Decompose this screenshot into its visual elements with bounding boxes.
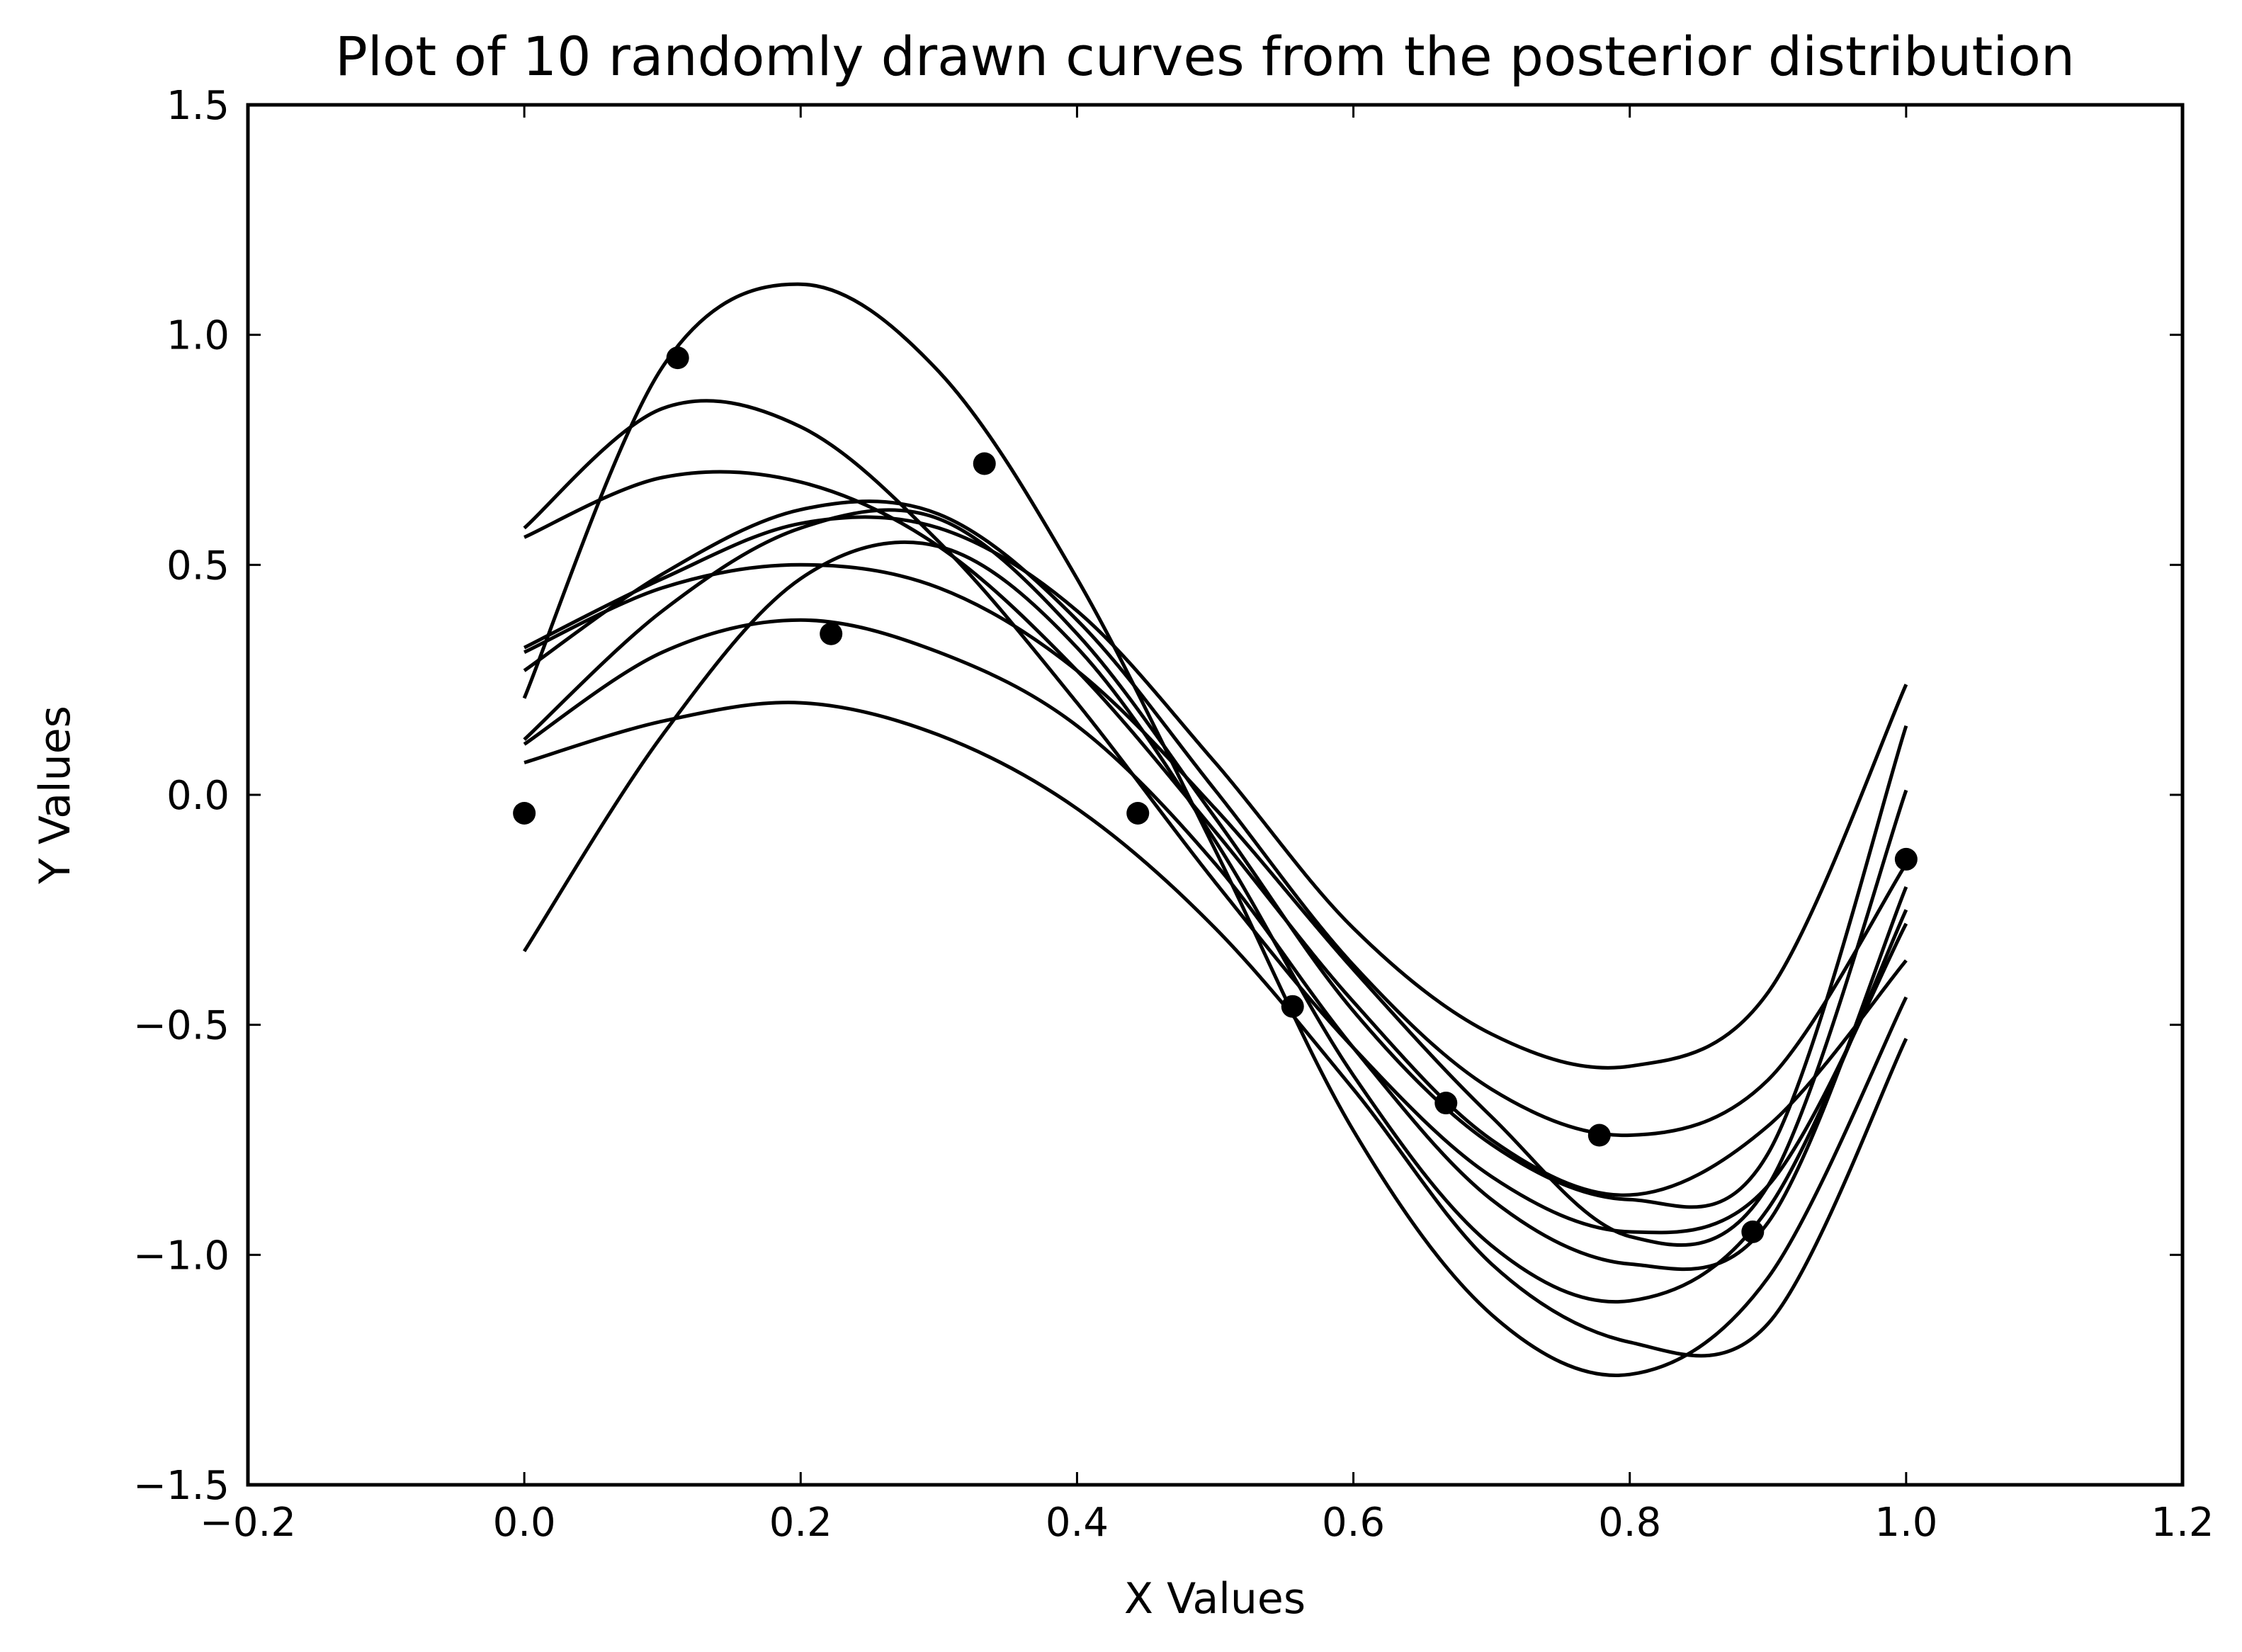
y-axis: −1.5 −1.0 −0.5 0.0 0.5 1.0 1.5 bbox=[133, 83, 2182, 1509]
x-tick-label: 0.6 bbox=[1322, 1500, 1385, 1546]
y-axis-label: Y Values bbox=[30, 706, 80, 885]
y-tick-label: 1.0 bbox=[166, 313, 230, 359]
posterior-curve-2 bbox=[523, 399, 1908, 1235]
posterior-curve-4 bbox=[523, 515, 1908, 1070]
posterior-curve-9 bbox=[522, 540, 1908, 1304]
posterior-curve-1 bbox=[522, 282, 1908, 1377]
data-point bbox=[1741, 1220, 1765, 1243]
data-point bbox=[1434, 1092, 1458, 1115]
posterior-curve-10 bbox=[523, 701, 1908, 1358]
plot-area bbox=[513, 282, 1918, 1377]
data-point bbox=[666, 346, 689, 370]
y-tick-label: −1.0 bbox=[133, 1233, 230, 1279]
posterior-curve-7 bbox=[523, 562, 1908, 1248]
chart-title: Plot of 10 randomly drawn curves from th… bbox=[335, 25, 2075, 88]
y-tick-label: 1.5 bbox=[166, 83, 230, 129]
x-axis: −0.2 0.0 0.2 0.4 0.6 0.8 1.0 1.2 bbox=[200, 105, 2214, 1546]
data-point bbox=[1587, 1124, 1611, 1147]
y-tick-label: 0.5 bbox=[166, 543, 230, 589]
data-point bbox=[1281, 995, 1304, 1018]
posterior-curve-3 bbox=[523, 470, 1908, 1197]
x-tick-label: 0.2 bbox=[769, 1500, 832, 1546]
data-point bbox=[1894, 847, 1918, 871]
x-axis-label: X Values bbox=[1124, 1574, 1306, 1624]
posterior-curve-5 bbox=[523, 499, 1908, 1138]
x-tick-label: 1.2 bbox=[2151, 1500, 2214, 1546]
x-tick-label: 0.0 bbox=[493, 1500, 556, 1546]
data-point bbox=[973, 452, 996, 475]
y-tick-label: −1.5 bbox=[133, 1463, 230, 1509]
posterior-curve-6 bbox=[523, 508, 1908, 1209]
x-tick-label: −0.2 bbox=[200, 1500, 296, 1546]
data-point bbox=[513, 801, 536, 825]
y-tick-label: −0.5 bbox=[133, 1003, 230, 1049]
x-tick-label: 0.4 bbox=[1046, 1500, 1109, 1546]
x-tick-label: 0.8 bbox=[1598, 1500, 1661, 1546]
data-point bbox=[820, 622, 843, 645]
y-tick-label: 0.0 bbox=[166, 773, 230, 819]
x-tick-label: 1.0 bbox=[1874, 1500, 1937, 1546]
data-point bbox=[1126, 801, 1150, 825]
